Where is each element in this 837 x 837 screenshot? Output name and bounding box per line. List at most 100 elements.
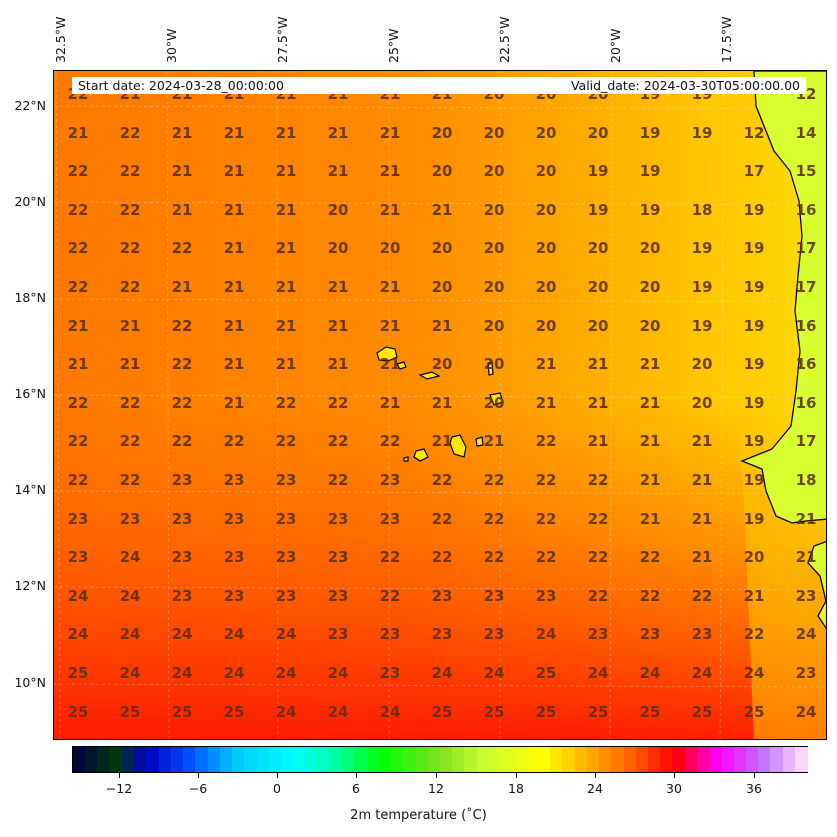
colorbar-segment xyxy=(452,747,466,772)
temperature-value: 21 xyxy=(67,123,89,142)
colorbar-segment xyxy=(660,747,674,772)
temperature-value: 23 xyxy=(379,625,401,644)
temperature-value: 23 xyxy=(379,471,401,489)
temperature-value: 24 xyxy=(275,702,297,721)
colorbar-segment xyxy=(354,747,368,772)
colorbar-segment xyxy=(207,747,221,772)
temperature-value: 23 xyxy=(223,471,245,489)
gridline-lon-2 xyxy=(166,71,170,739)
temperature-value: 25 xyxy=(67,702,89,721)
temperature-value: 23 xyxy=(171,509,193,528)
colorbar-tick-mark xyxy=(277,773,278,778)
temperature-value: 21 xyxy=(535,393,557,412)
temperature-value: 22 xyxy=(587,509,609,528)
temperature-value: 24 xyxy=(275,625,297,644)
temperature-value: 21 xyxy=(327,123,349,142)
temperature-value: 22 xyxy=(67,162,89,181)
temperature-value: 20 xyxy=(379,239,401,258)
temperature-value: 23 xyxy=(327,586,349,605)
temperature-value: 20 xyxy=(483,355,505,374)
temperature-value: 22 xyxy=(119,432,141,451)
island-sao-nicolau xyxy=(418,371,441,380)
colorbar-tick-mark xyxy=(356,773,357,778)
colorbar-segment xyxy=(183,747,196,772)
temperature-value: 21 xyxy=(223,123,245,142)
colorbar-segment xyxy=(415,747,429,772)
temperature-value: 22 xyxy=(119,200,141,219)
temperature-value: 23 xyxy=(275,548,297,567)
temperature-value: 21 xyxy=(379,162,401,181)
map-frame xyxy=(53,70,827,740)
temperature-value: 22 xyxy=(119,278,141,296)
temperature-value: 19 xyxy=(587,200,609,219)
temperature-value: 23 xyxy=(483,625,505,644)
temperature-value: 22 xyxy=(483,509,505,528)
temperature-value: 23 xyxy=(327,548,349,567)
temperature-value: 19 xyxy=(743,278,765,296)
temperature-value: 21 xyxy=(327,162,349,181)
temperature-value: 25 xyxy=(119,702,141,721)
colorbar-segment xyxy=(305,747,319,772)
temperature-value: 23 xyxy=(431,625,453,644)
temperature-value: 23 xyxy=(379,509,401,528)
temperature-value: 21 xyxy=(639,509,661,528)
temperature-field xyxy=(54,71,826,739)
colorbar-segment xyxy=(256,747,270,772)
temperature-value: 22 xyxy=(67,393,89,412)
colorbar-segment xyxy=(525,747,539,772)
temperature-value: 25 xyxy=(67,664,89,682)
temperature-value: 20 xyxy=(431,355,453,374)
island-boa-vista xyxy=(489,392,504,406)
temperature-value: 21 xyxy=(691,432,713,451)
temperature-value: 20 xyxy=(431,123,453,142)
colorbar-segment xyxy=(586,747,600,772)
colorbar-segment xyxy=(342,747,355,772)
temperature-value: 20 xyxy=(535,162,557,181)
temperature-value: 20 xyxy=(327,239,349,258)
temperature-value: 21 xyxy=(535,355,557,374)
colorbar-segment xyxy=(427,747,441,772)
coastal-warm-band xyxy=(654,71,826,739)
temperature-value: 19 xyxy=(691,123,713,142)
start-date-text: Start date: 2024-03-28_00:00:00 xyxy=(78,78,284,93)
temperature-value: 21 xyxy=(327,278,349,296)
temperature-value: 21 xyxy=(587,393,609,412)
temperature-value: 19 xyxy=(639,200,661,219)
temperature-value: 20 xyxy=(535,200,557,219)
temperature-value: 21 xyxy=(743,586,765,605)
colorbar-segment xyxy=(635,747,649,772)
temperature-value: 21 xyxy=(275,316,297,335)
temperature-value: 22 xyxy=(223,432,245,451)
temperature-value: 25 xyxy=(639,702,661,721)
temperature-value: 21 xyxy=(171,123,193,142)
temperature-value: 20 xyxy=(587,123,609,142)
colorbar-segment xyxy=(550,747,563,772)
colorbar-tick-label: 30 xyxy=(666,781,682,796)
temperature-value: 21 xyxy=(691,548,713,567)
colorbar-segment xyxy=(97,747,111,772)
colorbar-segment xyxy=(513,747,527,772)
temperature-value: 20 xyxy=(639,278,661,296)
colorbar-segment xyxy=(794,747,808,772)
colorbar-segment xyxy=(476,747,490,772)
temperature-value: 19 xyxy=(743,200,765,219)
colorbar-tick-label: −6 xyxy=(188,781,208,796)
colorbar-segment xyxy=(170,747,184,772)
colorbar-segment xyxy=(488,747,502,772)
temperature-value: 20 xyxy=(535,316,557,335)
lon-label: 27.5°W xyxy=(275,16,290,63)
colorbar-segment xyxy=(599,747,612,772)
lat-label: 16°N xyxy=(14,386,46,401)
temperature-value: 23 xyxy=(327,509,349,528)
temperature-value: 22 xyxy=(587,586,609,605)
lon-label: 17.5°W xyxy=(719,16,734,63)
temperature-value: 25 xyxy=(223,702,245,721)
temperature-value: 22 xyxy=(67,239,89,258)
colorbar-segment xyxy=(146,747,160,772)
colorbar-segment xyxy=(501,747,514,772)
colorbar-segment xyxy=(244,747,258,772)
temperature-value: 23 xyxy=(119,509,141,528)
temperature-value: 22 xyxy=(119,471,141,489)
temperature-value: 22 xyxy=(67,471,89,489)
temperature-value: 20 xyxy=(431,278,453,296)
